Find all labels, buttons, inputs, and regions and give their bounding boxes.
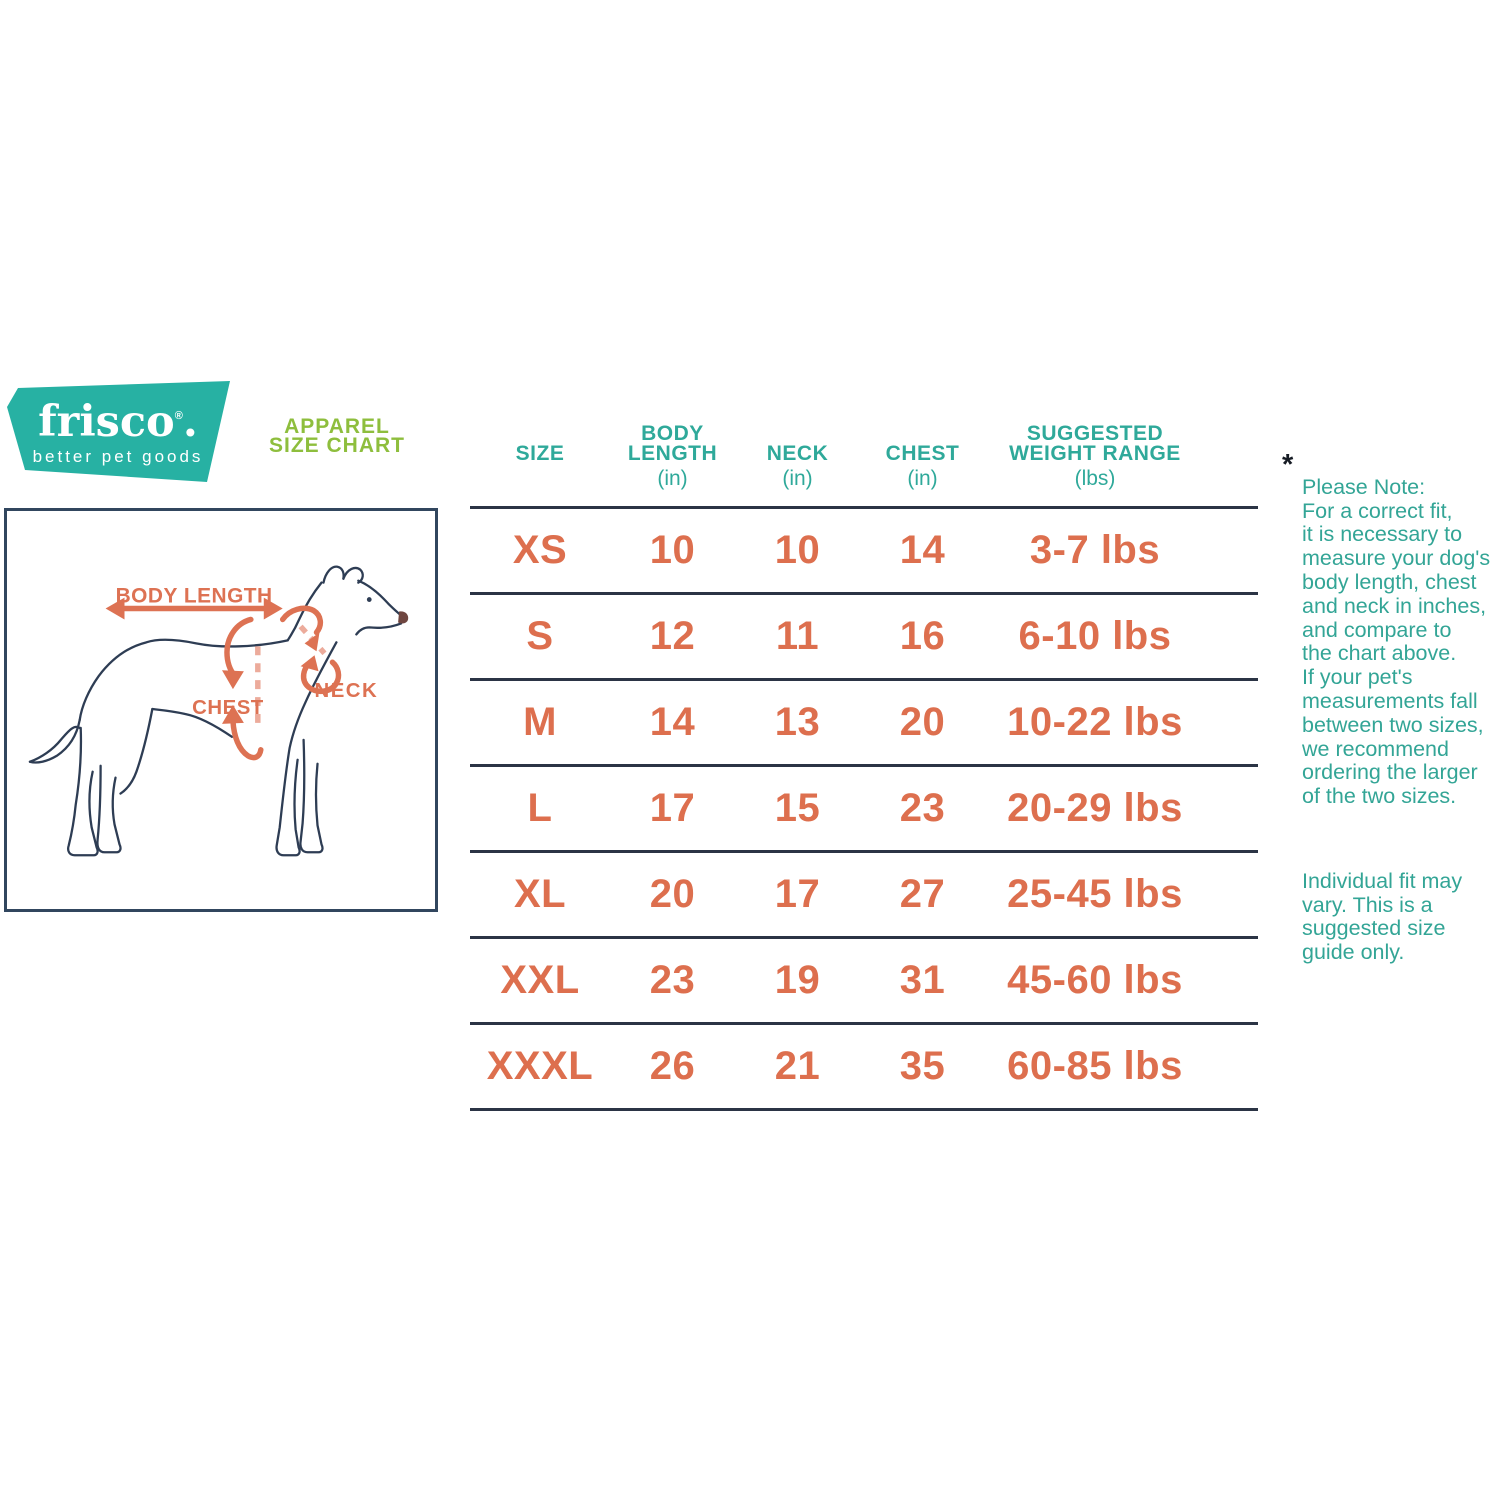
frisco-logo-banner: frisco®. better pet goods	[7, 381, 230, 482]
note-paragraph-1: Please Note: For a correct fit, it is ne…	[1302, 474, 1491, 809]
arrow-northwest-icon	[300, 655, 319, 672]
page-title: APPAREL SIZE CHART	[269, 415, 405, 457]
note-paragraph-2: Individual fit may vary. This is a sugge…	[1302, 868, 1463, 965]
table-header-row: SIZE BODY LENGTH (in) NECK (in) CHEST (i…	[470, 408, 1258, 506]
table-body: XS 10 10 14 3-7 lbs S 12 11 16 6-10 lbs …	[470, 506, 1258, 1111]
chest-arc-lower	[230, 718, 264, 761]
table-row-m: M 14 13 20 10-22 lbs	[470, 681, 1258, 767]
table-row-xs: XS 10 10 14 3-7 lbs	[470, 509, 1258, 595]
neck-arc-lower	[300, 658, 342, 695]
table-row-s: S 12 11 16 6-10 lbs	[470, 595, 1258, 681]
table-row-xxl: XXL 23 19 31 45-60 lbs	[470, 939, 1258, 1025]
table-row-xl: XL 20 17 27 25-45 lbs	[470, 853, 1258, 939]
neck-label: NECK	[315, 680, 379, 702]
column-header-neck: NECK (in)	[766, 442, 829, 490]
dog-illustration: BODY LENGTH CHEST NECK	[28, 565, 409, 857]
note-asterisk: *	[1282, 449, 1294, 481]
brand-wordmark: frisco®.	[7, 395, 230, 447]
brand-period: .	[182, 397, 198, 447]
column-header-chest: CHEST (in)	[885, 442, 960, 490]
column-header-weight-range: SUGGESTED WEIGHT RANGE (lbs)	[1009, 422, 1181, 490]
arrow-up-icon	[221, 705, 244, 724]
chest-arc-upper	[224, 616, 254, 679]
brand-tagline: better pet goods	[32, 447, 204, 466]
column-header-size: SIZE	[515, 442, 565, 465]
dog-eye	[366, 597, 372, 602]
dog-measurement-diagram: BODY LENGTH CHEST NECK	[4, 508, 438, 912]
arrow-left-icon	[105, 597, 125, 620]
table-row-l: L 17 15 23 20-29 lbs	[470, 767, 1258, 853]
note-text: Please Note: For a correct fit, it is ne…	[1302, 452, 1500, 989]
arrow-down-icon	[221, 670, 244, 690]
neck-arc-upper	[279, 605, 324, 636]
table-row-xxxl: XXXL 26 21 35 60-85 lbs	[470, 1025, 1258, 1111]
brand-name: frisco	[38, 397, 175, 447]
chest-label: CHEST	[192, 697, 264, 719]
body-length-label: BODY LENGTH	[116, 585, 273, 608]
column-header-body-length: BODY LENGTH (in)	[627, 422, 718, 490]
arrow-southwest-icon	[304, 632, 320, 652]
arrow-right-icon	[263, 597, 283, 620]
dog-nose	[398, 611, 409, 624]
size-table: SIZE BODY LENGTH (in) NECK (in) CHEST (i…	[470, 408, 1258, 1111]
registered-mark: ®	[174, 410, 183, 422]
measurement-annotations: BODY LENGTH CHEST NECK	[105, 585, 379, 761]
